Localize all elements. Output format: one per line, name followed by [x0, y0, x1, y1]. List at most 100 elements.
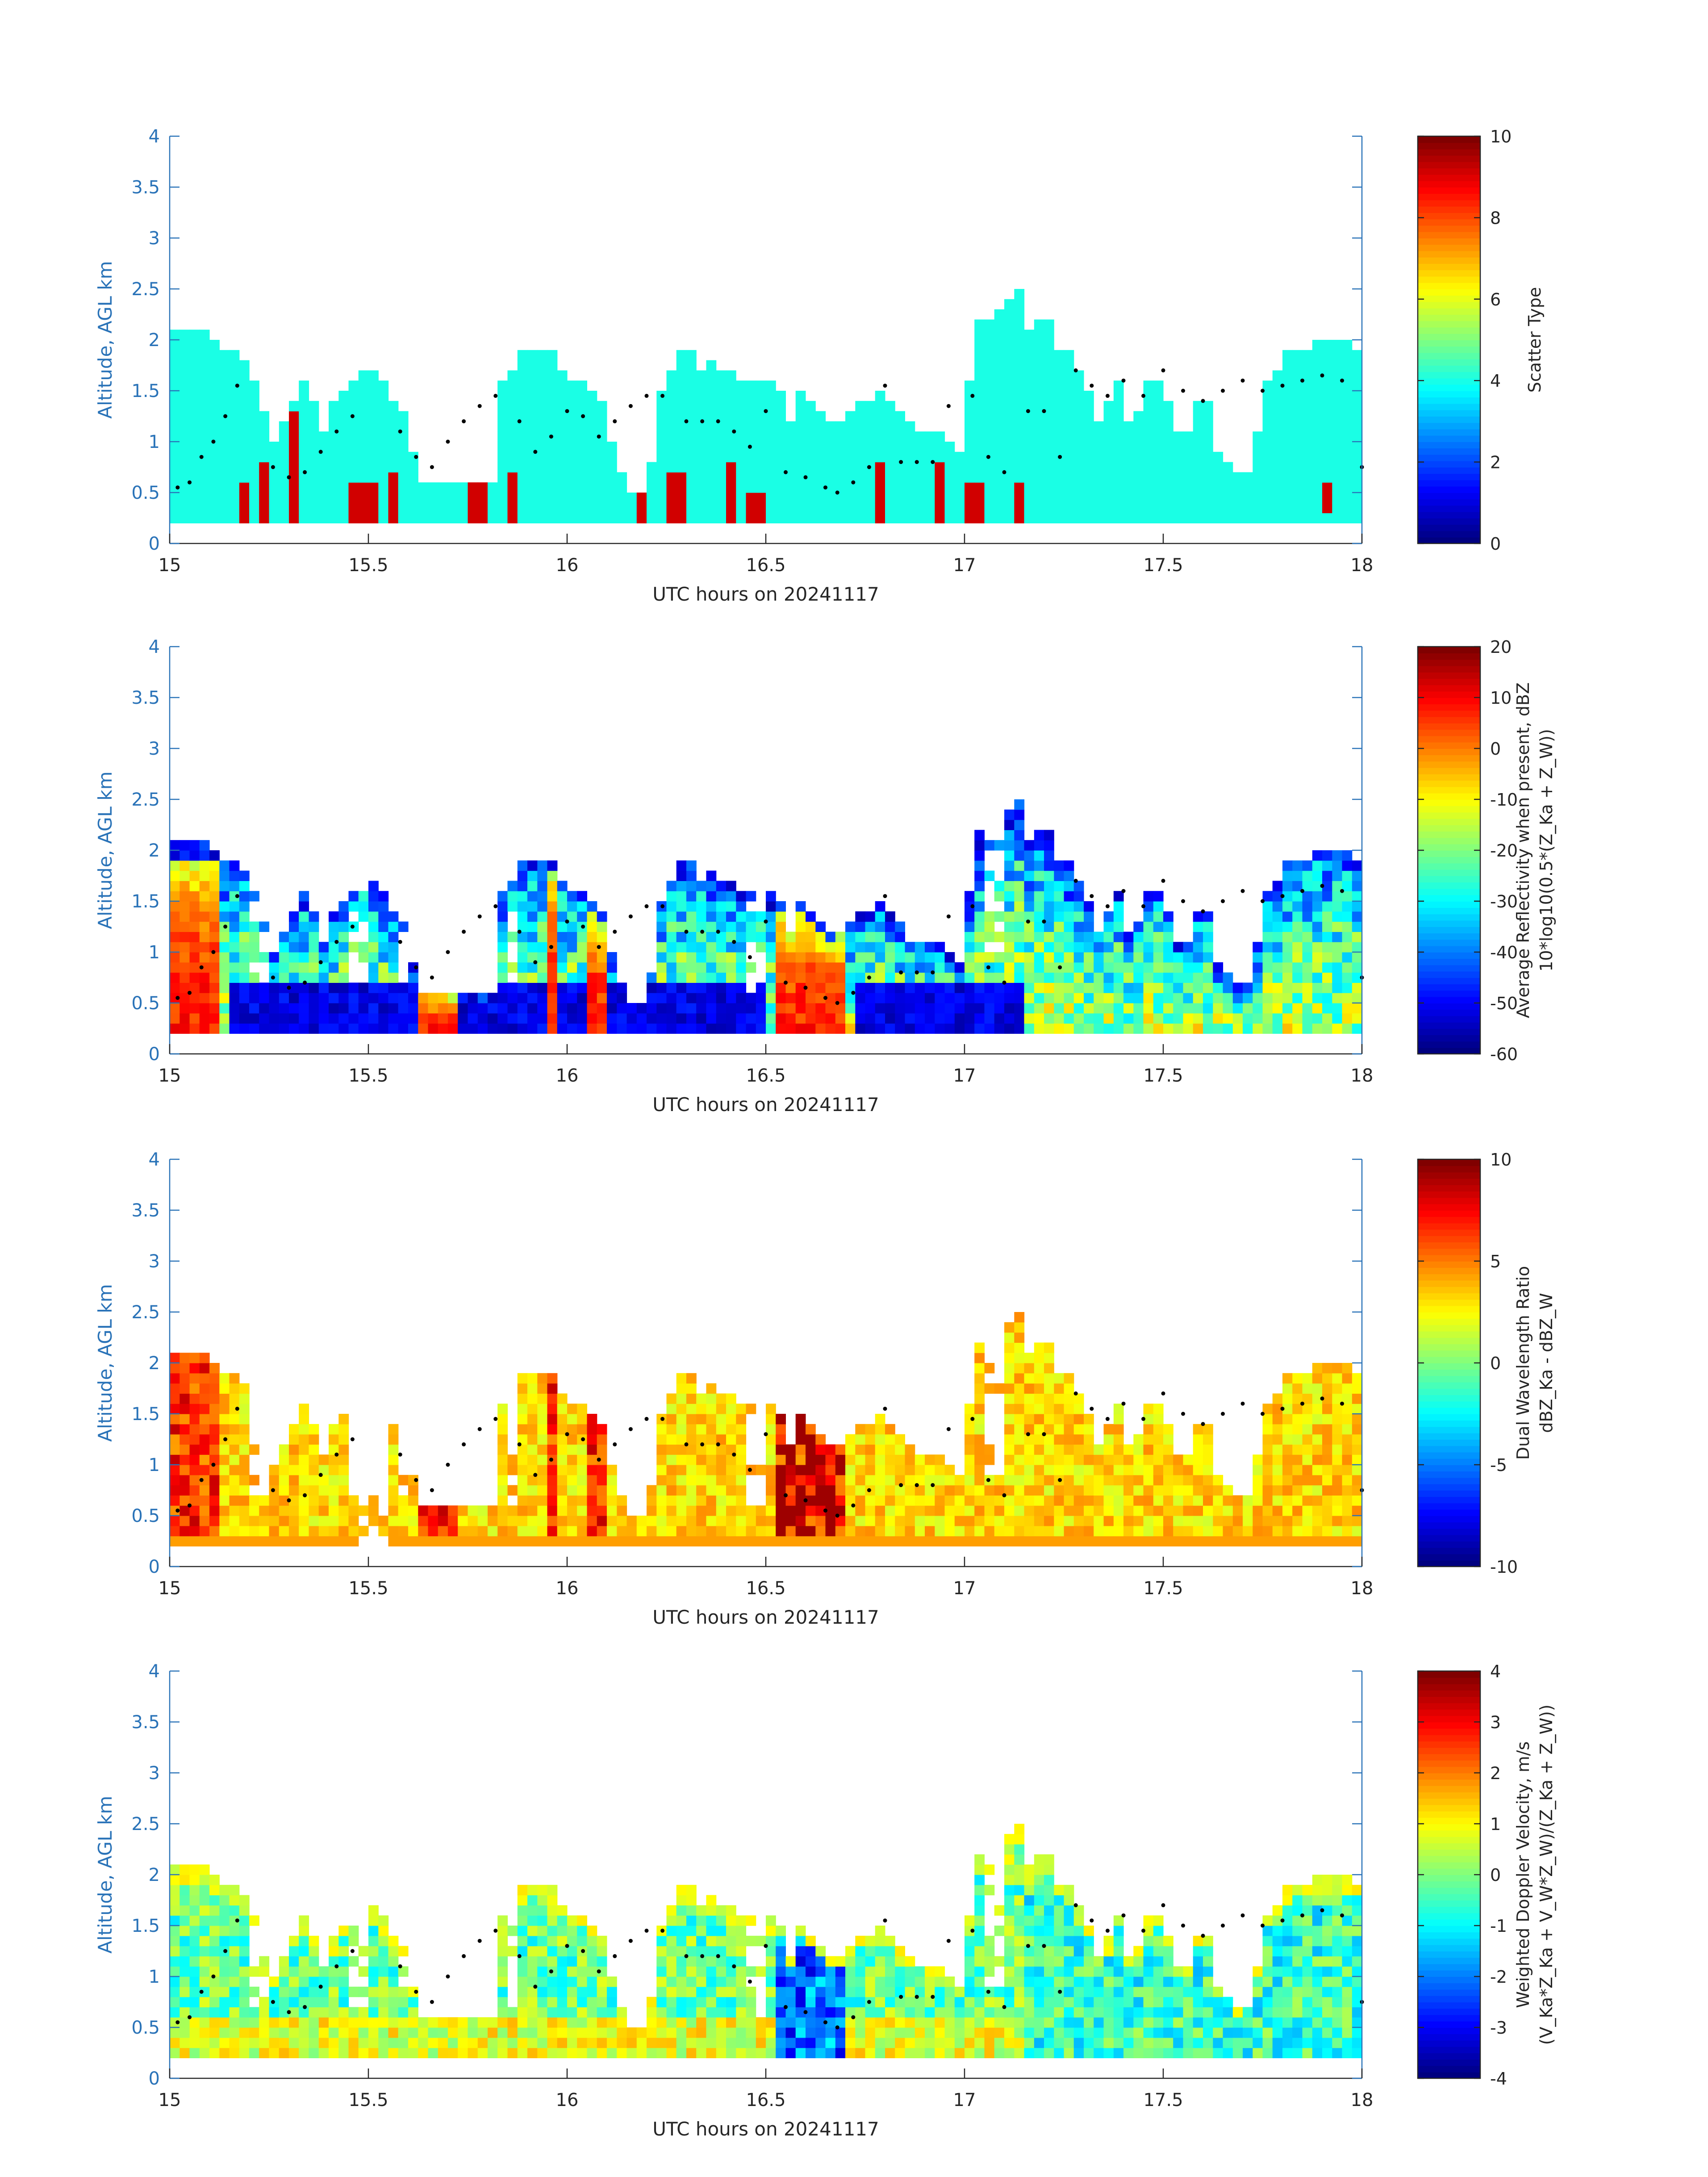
heatmap-cell: [1153, 391, 1164, 401]
melting-layer-dot: [1090, 894, 1094, 898]
heatmap-cell: [527, 1525, 538, 1537]
heatmap-cell: [597, 1475, 607, 1486]
heatmap-cell: [577, 1525, 587, 1537]
heatmap-cell: [219, 982, 230, 993]
heatmap-cell: [895, 921, 905, 932]
heatmap-cell: [547, 370, 558, 381]
heatmap-cell: [925, 952, 935, 963]
heatmap-cell: [1084, 442, 1094, 452]
heatmap-cell: [348, 993, 359, 1003]
heatmap-cell: [1302, 442, 1313, 452]
heatmap-cell: [1014, 901, 1025, 912]
heatmap-cell: [736, 421, 747, 432]
heatmap-cell: [1342, 421, 1353, 432]
heatmap-cell: [835, 1444, 846, 1455]
heatmap-cell: [557, 401, 568, 412]
heatmap-cell: [1014, 860, 1025, 871]
heatmap-cell: [1113, 401, 1124, 412]
heatmap-cell: [726, 451, 736, 463]
heatmap-cell: [696, 1414, 706, 1425]
heatmap-cell: [567, 482, 577, 493]
heatmap-cell: [1034, 1363, 1044, 1374]
heatmap-cell: [686, 1444, 697, 1455]
colorbar-segment: [1418, 384, 1480, 391]
heatmap-cell: [1282, 1023, 1293, 1034]
heatmap-cell: [378, 1003, 389, 1014]
heatmap-cell: [497, 1525, 508, 1537]
heatmap-cell: [1173, 1454, 1183, 1465]
heatmap-cell: [497, 1013, 508, 1024]
colorbar-segment: [1418, 378, 1480, 385]
heatmap-cell: [1064, 472, 1074, 483]
heatmap-cell: [696, 1475, 706, 1486]
heatmap-cell: [1004, 901, 1015, 912]
heatmap-cell: [666, 1023, 677, 1034]
heatmap-cell: [547, 1023, 558, 1034]
heatmap-cell: [269, 451, 280, 463]
heatmap-cell: [1014, 911, 1025, 922]
heatmap-cell: [1223, 513, 1233, 523]
heatmap-cell: [984, 350, 995, 361]
heatmap-cell: [597, 921, 607, 932]
heatmap-cell: [1223, 1505, 1233, 1516]
heatmap-cell: [766, 952, 776, 963]
heatmap-cell: [994, 982, 1005, 993]
heatmap-cell: [219, 431, 230, 442]
heatmap-cell: [1302, 1434, 1313, 1445]
heatmap-cell: [1312, 431, 1323, 442]
melting-layer-dot: [899, 1483, 903, 1488]
heatmap-cell: [716, 1414, 727, 1425]
heatmap-cell: [597, 1454, 607, 1465]
heatmap-cell: [189, 360, 200, 371]
heatmap-cell: [1064, 442, 1074, 452]
heatmap-cell: [488, 482, 498, 493]
heatmap-cell: [1292, 1495, 1303, 1506]
heatmap-cell: [170, 1465, 180, 1475]
heatmap-cell: [378, 502, 389, 514]
heatmap-cell: [477, 1525, 488, 1537]
heatmap-cell: [636, 513, 647, 523]
heatmap-cell: [885, 1003, 895, 1014]
heatmap-cell: [875, 942, 885, 953]
heatmap-cell: [1064, 1525, 1074, 1537]
heatmap-cell: [607, 962, 617, 973]
heatmap-cell: [517, 502, 528, 514]
heatmap-cell: [825, 421, 836, 432]
heatmap-cell: [180, 901, 190, 912]
heatmap-cell: [1262, 1536, 1273, 1546]
heatmap-cell: [517, 1404, 528, 1414]
heatmap-cell: [666, 993, 677, 1003]
heatmap-cell: [1213, 1013, 1224, 1024]
heatmap-cell: [1073, 1444, 1084, 1455]
heatmap-cell: [577, 982, 587, 993]
heatmap-cell: [1342, 921, 1353, 932]
heatmap-cell: [1173, 952, 1183, 963]
heatmap-cell: [1064, 1013, 1074, 1024]
heatmap-cell: [1193, 1525, 1203, 1537]
heatmap-cell: [905, 502, 915, 514]
heatmap-cell: [1044, 901, 1054, 912]
heatmap-cell: [1054, 982, 1065, 993]
heatmap-cell: [1153, 493, 1164, 503]
heatmap-cell: [1004, 1373, 1015, 1384]
heatmap-cell: [170, 380, 180, 391]
heatmap-cell: [1024, 391, 1035, 401]
heatmap-cell: [597, 932, 607, 942]
heatmap-cell: [706, 982, 717, 993]
heatmap-cell: [1352, 1414, 1362, 1425]
heatmap-cell: [527, 972, 538, 983]
heatmap-cell: [527, 860, 538, 871]
heatmap-cell: [875, 1516, 885, 1526]
heatmap-cell: [686, 1525, 697, 1537]
heatmap-cell: [557, 421, 568, 432]
heatmap-cell: [666, 380, 677, 391]
heatmap-cell: [329, 431, 339, 442]
heatmap-cell: [1203, 1454, 1213, 1465]
heatmap-cell: [706, 493, 717, 503]
heatmap-cell: [189, 1003, 200, 1014]
heatmap-cell: [706, 1454, 717, 1465]
heatmap-cell: [1004, 921, 1015, 932]
heatmap-cell: [1292, 962, 1303, 973]
heatmap-cell: [1113, 1003, 1124, 1014]
